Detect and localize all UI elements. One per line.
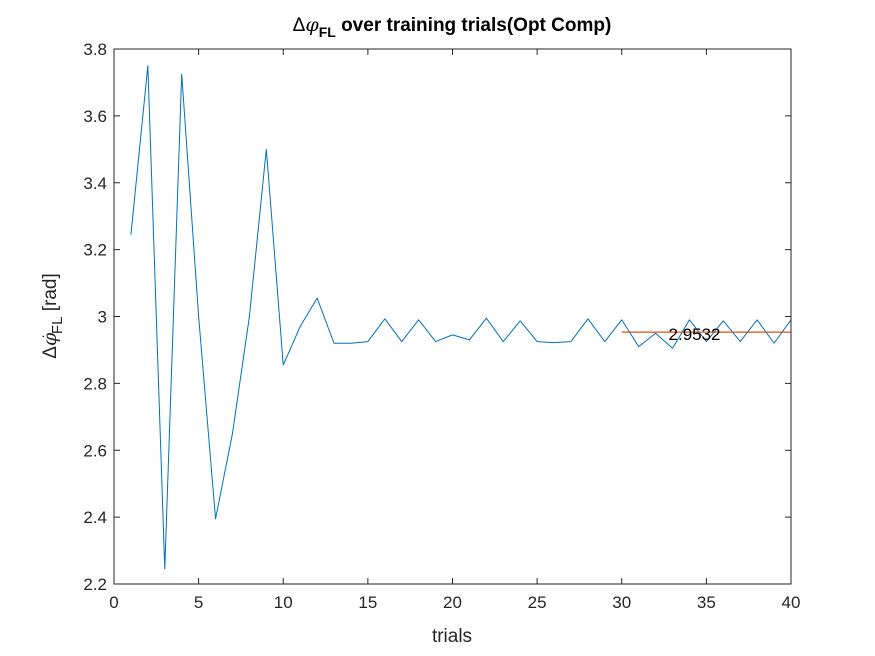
y-tick-label: 2.4 [83,508,107,527]
annotation-layer: 2.9532 [669,325,721,344]
x-tick-label: 5 [194,593,203,612]
x-tick-label: 30 [612,593,631,612]
y-tick-label: 2.8 [83,374,107,393]
y-tick-label: 3 [98,308,107,327]
y-tick-label: 2.6 [83,441,107,460]
title-text: over training trials(Opt Comp) [336,15,612,36]
y-tick-label: 3.4 [83,174,107,193]
x-tick-label: 35 [697,593,716,612]
x-tick-label: 0 [109,593,118,612]
title-phi: φ [305,14,319,36]
title-subscript: FL [319,24,337,40]
y-tick-label: 2.2 [83,575,107,594]
x-tick-label: 25 [528,593,547,612]
x-tick-label: 15 [358,593,377,612]
title-delta: Δ [293,15,306,36]
y-tick-label: 3.6 [83,107,107,126]
x-axis-label: trials [432,626,472,647]
x-tick-label: 10 [274,593,293,612]
plot-area [114,49,791,584]
y-axis-label: Δφ·FL [rad] [34,273,66,359]
axes-box [113,48,792,585]
chart-title: ΔφFL over training trials(Opt Comp) [293,14,612,40]
x-tick-label: 40 [782,593,801,612]
ylabel-phi: φ [39,332,61,346]
ylabel-subscript: FL [49,317,66,335]
y-tick-label: 3.8 [83,40,107,59]
series-line-trials [130,65,792,570]
data-annotation: 2.9532 [669,325,721,344]
series-layer [130,65,792,570]
x-tick-label: 20 [443,593,462,612]
ylabel-delta: Δ [40,346,61,359]
y-tick-label: 3.2 [83,241,107,260]
ticks-layer: 0 5 10 15 20 25 30 35 40 2.2 2.4 2.6 2.8 3 3.2 3.4 3.6 3.… [83,40,800,612]
ylabel-text: [rad] [40,273,61,316]
ylabel-dot: · [34,334,50,339]
